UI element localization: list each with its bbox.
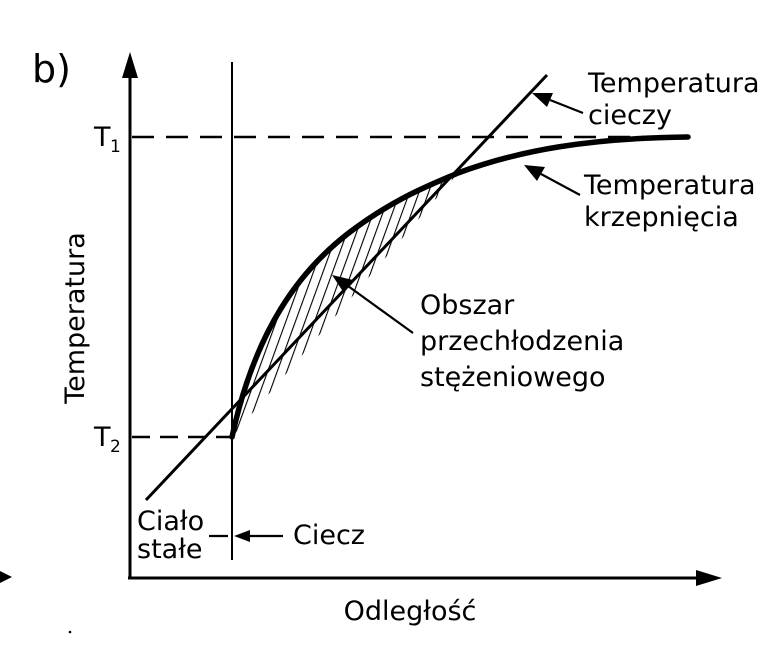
tick-t1-sub: 1 <box>110 137 121 157</box>
liquid-temp-label: Temperatura cieczy <box>587 68 760 131</box>
tick-t2-main: T <box>93 422 111 453</box>
solid-label-line2: stałe <box>137 534 202 565</box>
liquid-temp-label-line2: cieczy <box>588 100 672 131</box>
solidification-temp-label-line2: krzepnięcia <box>584 202 739 233</box>
leader-interface <box>209 530 283 542</box>
leader-liquid-temp <box>532 93 584 115</box>
liquid-temp-label-line1: Temperatura <box>587 68 760 99</box>
solid-label-line1: Ciało <box>137 506 204 537</box>
undercooling-label-line1: Obszar <box>420 290 515 321</box>
undercooling-region <box>232 173 458 437</box>
liquid-label: Ciecz <box>293 520 365 551</box>
tick-t1: T 1 <box>93 122 121 157</box>
y-axis-arrow <box>122 52 138 78</box>
speck-mark <box>68 630 72 634</box>
tick-t1-main: T <box>93 122 111 153</box>
panel-label: b) <box>32 47 71 91</box>
edge-arrow-mark <box>0 571 12 583</box>
undercooling-label-line3: stężeniowego <box>420 362 606 393</box>
x-axis-arrow <box>696 570 722 586</box>
solidification-temp-label: Temperatura krzepnięcia <box>583 170 756 233</box>
tick-t2-sub: 2 <box>110 437 121 457</box>
y-axis-title: Temperatura <box>60 232 91 405</box>
x-axis-title: Odległość <box>344 596 477 627</box>
axes <box>122 52 722 586</box>
leader-undercooling <box>332 275 414 334</box>
leader-solidification-temp <box>524 165 581 196</box>
undercooling-label: Obszar przechłodzenia stężeniowego <box>420 290 624 393</box>
solidification-temperature-curve <box>229 134 691 440</box>
undercooling-label-line2: przechłodzenia <box>420 326 624 357</box>
tick-t2: T 2 <box>93 422 121 457</box>
solidification-temp-label-line1: Temperatura <box>583 170 756 201</box>
solid-label: Ciało stałe <box>137 506 204 565</box>
